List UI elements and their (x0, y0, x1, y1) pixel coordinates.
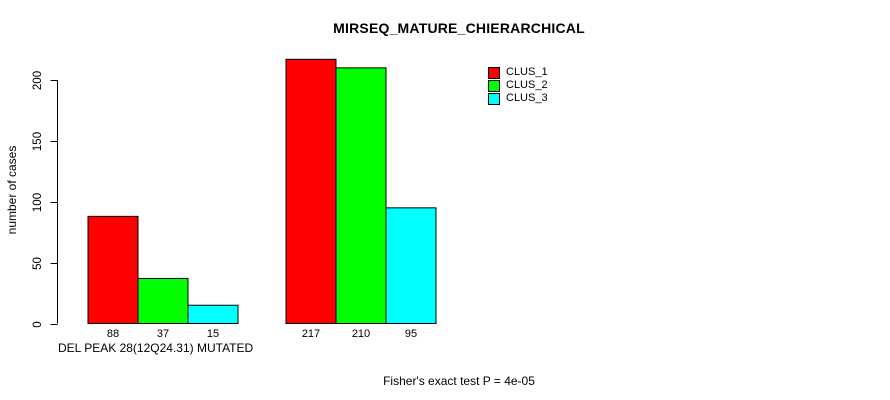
bar-clus_3-group1 (187, 304, 239, 324)
bar-value-label: 88 (107, 328, 119, 340)
legend-label: CLUS_2 (506, 79, 548, 91)
chart-title: MIRSEQ_MATURE_CHIERARCHICAL (333, 20, 585, 36)
bar-clus_1-group2 (285, 58, 337, 325)
legend-swatch-clus_3 (488, 92, 500, 105)
bar-value-label: 217 (302, 328, 320, 340)
y-axis-tick-label: 150 (32, 132, 44, 151)
fisher-test-annotation: Fisher's exact test P = 4e-05 (383, 374, 535, 388)
legend-row: CLUS_3 (488, 92, 548, 105)
bar-value-label: 95 (405, 328, 417, 340)
bar-value-label: 15 (207, 328, 219, 340)
bar-value-label: 210 (352, 328, 370, 340)
bar-clus_2-group2 (335, 67, 387, 324)
x-axis-label: DEL PEAK 28(12Q24.31) MUTATED (58, 341, 254, 355)
bar-clus_3-group2 (385, 207, 437, 324)
legend-swatch-clus_2 (488, 79, 500, 92)
legend-row: CLUS_2 (488, 79, 548, 92)
bar-value-label: 37 (157, 328, 169, 340)
y-axis-tick-label: 0 (32, 321, 44, 327)
bar-clus_1-group1 (87, 215, 139, 324)
legend-label: CLUS_3 (506, 92, 548, 104)
legend: CLUS_1 CLUS_2 CLUS_3 (488, 66, 548, 105)
legend-swatch-clus_1 (488, 66, 500, 79)
legend-label: CLUS_1 (506, 66, 548, 78)
y-axis-tick-label: 200 (32, 71, 44, 90)
legend-row: CLUS_1 (488, 66, 548, 79)
y-axis-tick-label: 50 (32, 257, 44, 270)
y-axis-tick-label: 100 (32, 193, 44, 212)
bar-clus_2-group1 (137, 277, 189, 325)
